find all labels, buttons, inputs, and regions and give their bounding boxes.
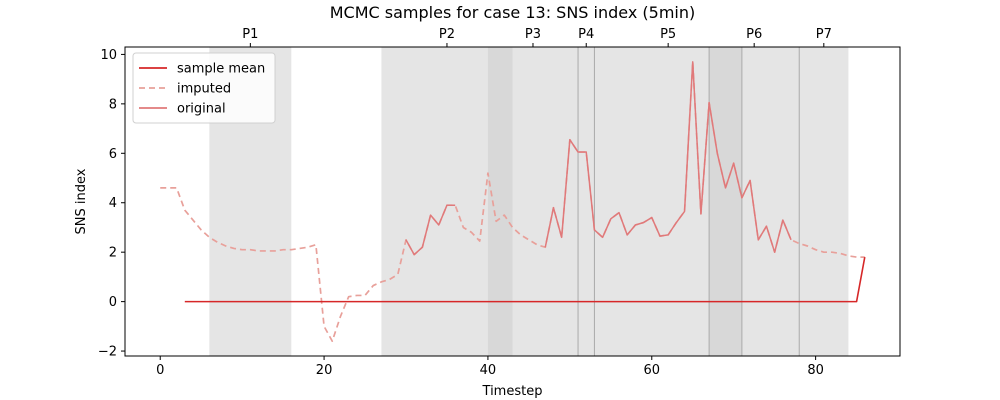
- x-axis-label: Timestep: [482, 384, 543, 399]
- series-line-original: [405, 61, 792, 256]
- x-tick-label: 20: [316, 363, 333, 378]
- y-tick-label: 2: [109, 246, 117, 261]
- period-label-p2: P2: [439, 27, 455, 42]
- series-lines: [160, 60, 866, 343]
- period-label-p5: P5: [660, 27, 676, 42]
- y-tick-label: 6: [109, 147, 117, 162]
- period-span-p7: [799, 47, 849, 356]
- x-tick-label: 40: [480, 363, 497, 378]
- legend-label-imputed: imputed: [177, 82, 231, 97]
- y-axis: −2 0 2 4 6 8 10: [98, 48, 125, 360]
- x-tick-label: 60: [643, 363, 660, 378]
- period-span-p3: [487, 47, 579, 356]
- period-label-p1: P1: [242, 27, 258, 42]
- series-line-sample-mean: [184, 256, 866, 303]
- period-label-p6: P6: [746, 27, 762, 42]
- legend-label-original: original: [177, 102, 226, 117]
- y-tick-label: 4: [109, 196, 117, 211]
- x-tick-label: 80: [807, 363, 824, 378]
- y-tick-label: 0: [109, 295, 117, 310]
- plot-frame: [124, 46, 901, 357]
- x-axis: 0 20 40 60 80: [156, 356, 824, 378]
- period-span-p4: [578, 47, 595, 356]
- period-label-p7: P7: [816, 27, 832, 42]
- period-label-p3: P3: [525, 27, 541, 42]
- chart-title: MCMC samples for case 13: SNS index (5mi…: [330, 3, 695, 22]
- x-tick-label: 0: [156, 363, 164, 378]
- period-spans: [209, 47, 849, 356]
- y-tick-label: −2: [98, 345, 117, 360]
- period-label-p4: P4: [578, 27, 594, 42]
- legend-box: [132, 52, 276, 124]
- y-axis-label: SNS index: [74, 168, 89, 234]
- y-tick-label: 10: [100, 48, 117, 63]
- legend-label-sample-mean: sample mean: [177, 62, 265, 77]
- legend: sample mean imputed original: [132, 52, 276, 124]
- period-labels: P1 P2 P3 P4 P5 P6 P7: [242, 27, 832, 47]
- y-tick-label: 8: [109, 97, 117, 112]
- period-span-p6: [709, 47, 800, 356]
- period-boundaries: [577, 47, 800, 356]
